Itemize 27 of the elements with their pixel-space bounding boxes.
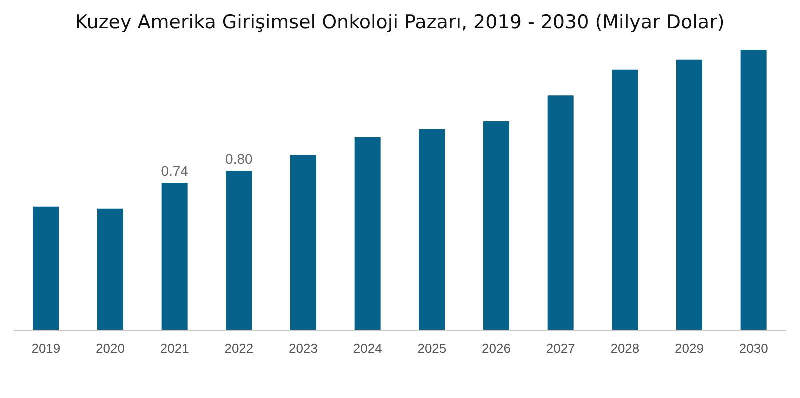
x-tick-label: 2021 [160,341,190,356]
bar [676,60,702,330]
bar [98,208,124,330]
x-tick-label: 2025 [418,341,447,356]
x-tick-label: 2022 [224,341,254,356]
x-tick-label: 2024 [353,341,382,356]
x-tick-label: 2019 [32,341,61,356]
x-tick-label: 2026 [482,341,511,356]
x-tick-label: 2020 [96,341,125,356]
bar [33,206,60,330]
data-label: 0.74 [161,163,189,180]
bar [612,70,638,330]
bar [162,183,188,330]
bar [484,121,510,330]
bar [548,96,574,330]
data-label: 0.80 [226,151,254,168]
x-tick-label: 2029 [675,341,704,356]
bar [354,137,381,330]
bar [740,50,767,330]
x-tick-label: 2030 [739,341,768,356]
bar [419,129,446,330]
chart-title: Kuzey Amerika Girişimsel Onkoloji Pazarı, 2019 - 2030 (Milyar Dolar) [75,12,725,34]
bar [290,155,316,330]
bar [226,171,252,330]
x-tick-label: 2023 [289,341,318,356]
x-tick-label: 2028 [610,341,640,356]
x-tick-label: 2027 [546,341,576,356]
